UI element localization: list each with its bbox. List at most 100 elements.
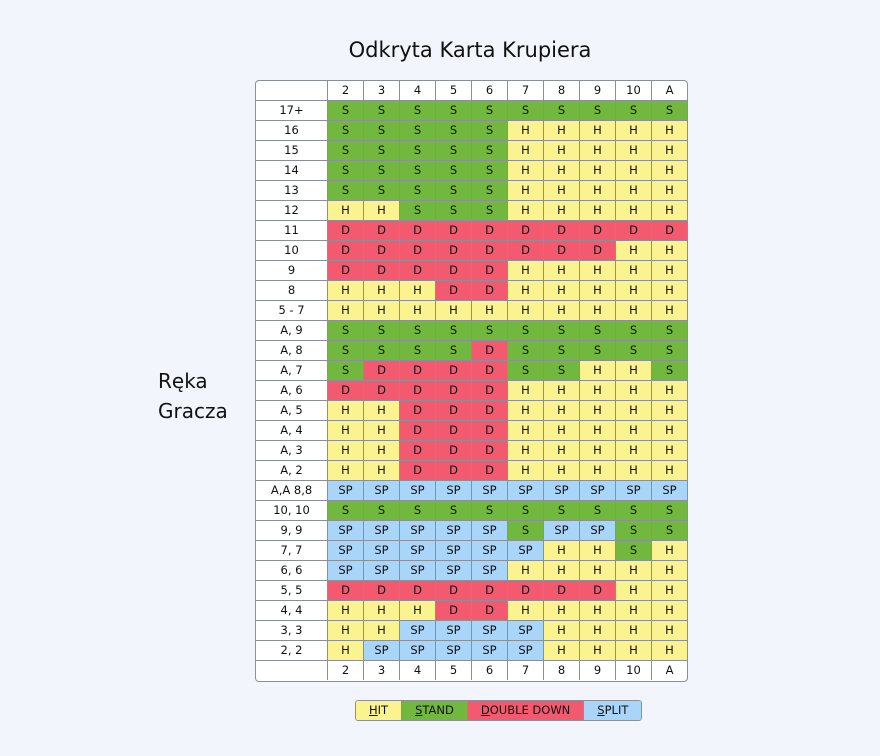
strategy-cell: H <box>580 621 616 641</box>
strategy-cell: SP <box>436 621 472 641</box>
row-label: 8 <box>256 281 328 301</box>
strategy-cell: H <box>616 401 652 421</box>
strategy-cell: S <box>364 101 400 121</box>
strategy-cell: S <box>400 201 436 221</box>
strategy-cell: H <box>652 541 687 561</box>
strategy-cell: S <box>364 501 400 521</box>
strategy-cell: D <box>328 221 364 241</box>
strategy-cell: D <box>544 241 580 261</box>
strategy-cell: H <box>364 201 400 221</box>
strategy-cell: D <box>472 381 508 401</box>
strategy-cell: S <box>436 181 472 201</box>
strategy-cell: H <box>652 441 687 461</box>
strategy-cell: S <box>544 321 580 341</box>
strategy-cell: D <box>472 441 508 461</box>
strategy-cell: H <box>328 641 364 661</box>
strategy-cell: H <box>544 261 580 281</box>
strategy-cell: H <box>400 281 436 301</box>
strategy-cell: H <box>328 401 364 421</box>
strategy-cell: D <box>364 581 400 601</box>
strategy-cell: S <box>436 341 472 361</box>
strategy-cell: H <box>544 461 580 481</box>
strategy-cell: S <box>652 501 687 521</box>
strategy-cell: H <box>364 621 400 641</box>
strategy-cell: H <box>652 181 687 201</box>
strategy-cell: S <box>580 321 616 341</box>
strategy-cell: D <box>400 461 436 481</box>
strategy-cell: H <box>544 561 580 581</box>
strategy-cell: D <box>328 581 364 601</box>
strategy-cell: SP <box>472 621 508 641</box>
strategy-cell: H <box>508 121 544 141</box>
strategy-cell: S <box>400 101 436 121</box>
column-footer: 7 <box>508 661 544 680</box>
legend-item: HIT <box>356 701 403 720</box>
strategy-cell: H <box>544 181 580 201</box>
strategy-cell: H <box>652 281 687 301</box>
strategy-cell: H <box>508 461 544 481</box>
strategy-cell: D <box>400 221 436 241</box>
row-label: 9 <box>256 261 328 281</box>
row-label: 10, 10 <box>256 501 328 521</box>
strategy-cell: D <box>472 421 508 441</box>
strategy-cell: D <box>436 361 472 381</box>
strategy-cell: H <box>652 581 687 601</box>
strategy-cell: S <box>544 101 580 121</box>
strategy-cell: D <box>436 261 472 281</box>
strategy-cell: H <box>508 161 544 181</box>
strategy-cell: H <box>328 621 364 641</box>
strategy-cell: H <box>652 601 687 621</box>
row-label: 2, 2 <box>256 641 328 661</box>
strategy-cell: H <box>364 601 400 621</box>
strategy-cell: H <box>652 141 687 161</box>
strategy-cell: H <box>328 441 364 461</box>
strategy-cell: H <box>364 301 400 321</box>
strategy-cell: H <box>580 301 616 321</box>
row-label: 17+ <box>256 101 328 121</box>
row-label: 5, 5 <box>256 581 328 601</box>
strategy-cell: H <box>580 201 616 221</box>
row-label: 16 <box>256 121 328 141</box>
strategy-cell: D <box>436 601 472 621</box>
table-row: 12 H H S S S H H H H H <box>256 201 687 221</box>
strategy-cell: SP <box>436 641 472 661</box>
strategy-cell: S <box>508 521 544 541</box>
strategy-cell: D <box>436 281 472 301</box>
strategy-cell: S <box>472 181 508 201</box>
strategy-cell: H <box>652 301 687 321</box>
strategy-cell: H <box>580 561 616 581</box>
row-label: 13 <box>256 181 328 201</box>
strategy-cell: D <box>364 381 400 401</box>
column-footer: 4 <box>400 661 436 680</box>
strategy-cell: H <box>616 141 652 161</box>
strategy-cell: H <box>364 281 400 301</box>
strategy-cell: H <box>508 301 544 321</box>
strategy-cell: D <box>436 421 472 441</box>
column-header: A <box>652 81 687 101</box>
strategy-cell: D <box>400 261 436 281</box>
strategy-cell: H <box>544 121 580 141</box>
strategy-cell: H <box>616 241 652 261</box>
strategy-cell: D <box>436 581 472 601</box>
strategy-cell: H <box>508 201 544 221</box>
strategy-cell: D <box>472 341 508 361</box>
strategy-cell: H <box>544 601 580 621</box>
table-row: A,A 8,8 SP SP SP SP SP SP SP SP SP SP <box>256 481 687 501</box>
strategy-cell: S <box>580 501 616 521</box>
table-row: 15 S S S S S H H H H H <box>256 141 687 161</box>
strategy-cell: S <box>472 161 508 181</box>
strategy-cell: SP <box>472 641 508 661</box>
strategy-cell: SP <box>400 621 436 641</box>
strategy-cell: H <box>580 381 616 401</box>
column-footer: 8 <box>544 661 580 680</box>
strategy-cell: H <box>616 281 652 301</box>
strategy-cell: H <box>652 241 687 261</box>
strategy-cell: H <box>580 281 616 301</box>
strategy-cell: D <box>436 241 472 261</box>
strategy-cell: S <box>400 121 436 141</box>
strategy-cell: H <box>472 301 508 321</box>
strategy-cell: S <box>508 361 544 381</box>
table-row: 6, 6 SP SP SP SP SP H H H H H <box>256 561 687 581</box>
